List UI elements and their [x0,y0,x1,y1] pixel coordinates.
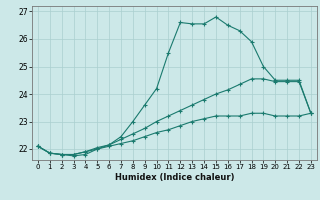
X-axis label: Humidex (Indice chaleur): Humidex (Indice chaleur) [115,173,234,182]
